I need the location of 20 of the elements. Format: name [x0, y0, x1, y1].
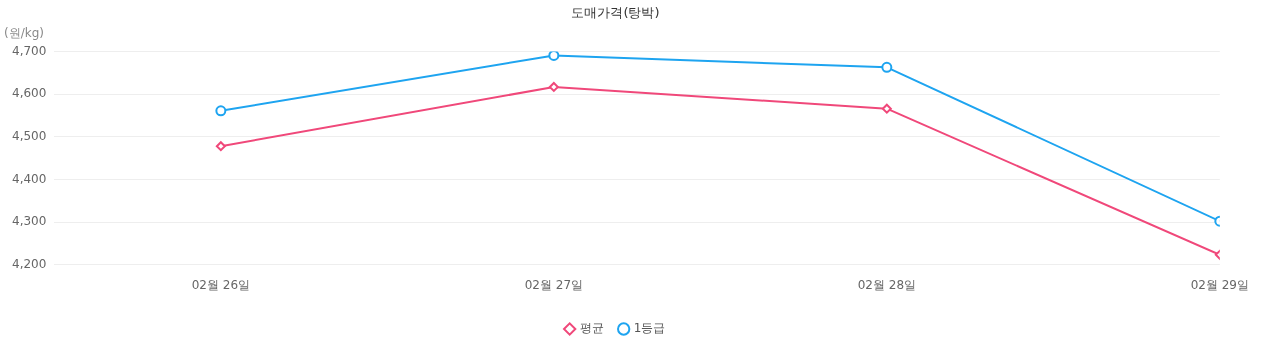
x-tick-label: 02월 28일	[857, 277, 917, 292]
point	[548, 51, 560, 61]
legend-label: 1등급	[633, 321, 666, 336]
point	[215, 141, 226, 152]
y-tick-label: 4,500	[11, 128, 47, 143]
y-tick-label: 4,400	[11, 171, 47, 186]
y-axis-title: (원/kg)	[4, 25, 44, 40]
y-tick-label: 4,200	[11, 256, 47, 271]
point	[548, 81, 559, 92]
point	[881, 103, 892, 114]
legend-label: 평균	[579, 321, 604, 336]
x-tick-label: 02월 27일	[524, 277, 584, 292]
y-tick-label: 4,700	[11, 43, 47, 58]
x-tick-label: 02월 29일	[1190, 277, 1249, 292]
y-tick-label: 4,600	[11, 86, 47, 101]
point	[881, 61, 893, 73]
x-tick-label: 02월 26일	[191, 277, 251, 292]
y-tick-label: 4,300	[11, 214, 47, 229]
chart-title: 도매가격(탕박)	[571, 5, 660, 21]
point	[215, 105, 227, 117]
